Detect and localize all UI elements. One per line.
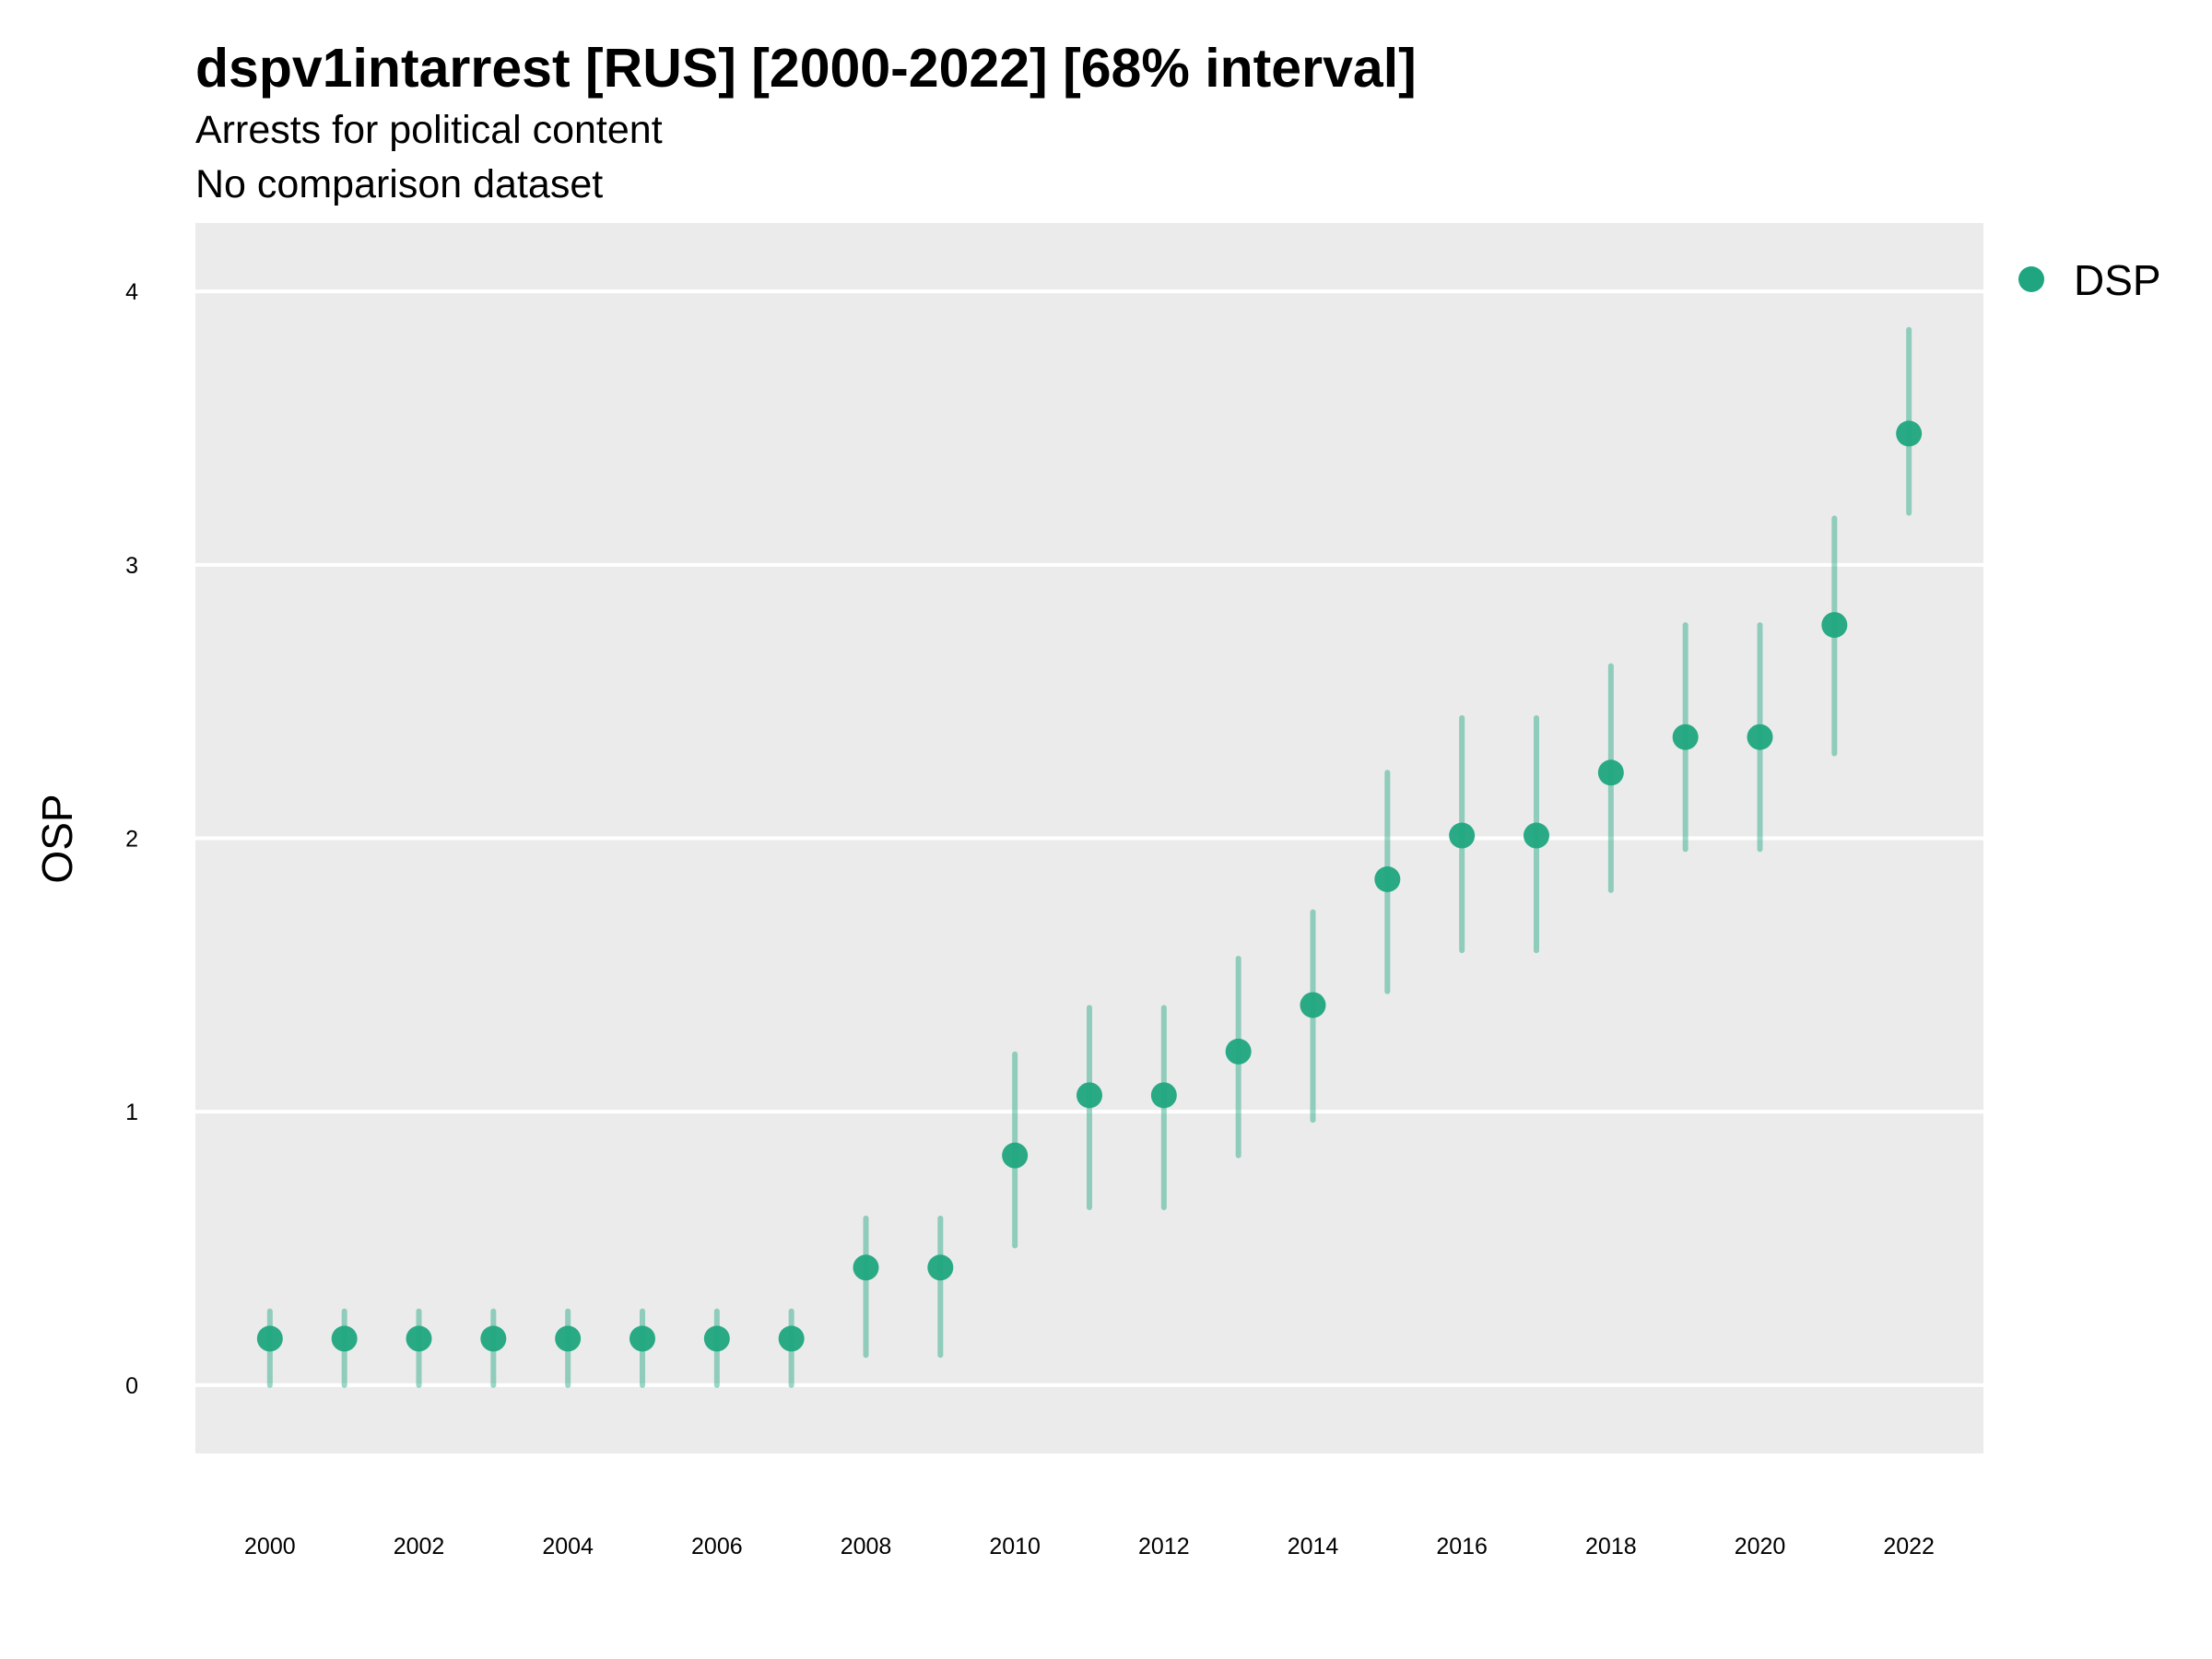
y-axis-label: OSP: [33, 794, 81, 883]
y-tick-label-4: 4: [125, 279, 138, 305]
data-point-2016[interactable]: [1449, 822, 1476, 849]
data-point-2022[interactable]: [1896, 420, 1923, 447]
data-point-2020[interactable]: [1747, 724, 1773, 750]
data-point-2018[interactable]: [1597, 759, 1624, 786]
legend-label: DSP: [2074, 256, 2161, 304]
data-point-2013[interactable]: [1225, 1038, 1252, 1065]
gridlines: [195, 289, 1983, 1387]
data-point-2006[interactable]: [703, 1325, 730, 1352]
x-axis-ticks: 2000 2002 2004 2006 2008 2010 2012 2014 2016 2018…: [244, 1534, 1935, 1559]
x-tick-label-2016: 2016: [1436, 1534, 1488, 1559]
y-tick-label-3: 3: [125, 553, 138, 579]
x-tick-label-2014: 2014: [1288, 1534, 1339, 1559]
x-tick-label-2006: 2006: [691, 1534, 743, 1559]
data-point-2017[interactable]: [1524, 822, 1549, 849]
data-point-2000[interactable]: [256, 1325, 283, 1352]
y-tick-label-1: 1: [125, 1100, 138, 1125]
legend[interactable]: DSP: [2018, 256, 2161, 304]
data-point-2021[interactable]: [1821, 612, 1848, 639]
x-tick-label-2010: 2010: [989, 1534, 1041, 1559]
y-tick-label-0: 0: [125, 1373, 138, 1399]
x-tick-label-2002: 2002: [394, 1534, 445, 1559]
y-axis-ticks: 0 1 2 3 4: [125, 279, 138, 1399]
data-point-2001[interactable]: [331, 1325, 358, 1352]
x-tick-label-2022: 2022: [1883, 1534, 1935, 1559]
data-points: [256, 420, 1923, 1352]
data-point-2008[interactable]: [853, 1254, 879, 1281]
x-tick-label-2000: 2000: [244, 1534, 296, 1559]
data-point-2002[interactable]: [406, 1325, 432, 1352]
chart-subtitle: Arrests for political content: [195, 108, 663, 152]
data-point-2003[interactable]: [480, 1325, 507, 1352]
data-point-2014[interactable]: [1300, 992, 1326, 1018]
data-point-2005[interactable]: [629, 1325, 655, 1352]
data-point-2011[interactable]: [1077, 1082, 1102, 1109]
chart-caption: No comparison dataset: [195, 162, 603, 206]
x-tick-label-2020: 2020: [1735, 1534, 1786, 1559]
data-point-2012[interactable]: [1150, 1082, 1177, 1109]
data-point-2007[interactable]: [778, 1325, 805, 1352]
data-point-2009[interactable]: [927, 1254, 954, 1281]
y-tick-label-2: 2: [125, 827, 138, 853]
legend-marker: [2018, 266, 2044, 292]
x-tick-label-2004: 2004: [542, 1534, 594, 1559]
x-tick-label-2012: 2012: [1138, 1534, 1190, 1559]
x-tick-label-2018: 2018: [1585, 1534, 1637, 1559]
data-point-2015[interactable]: [1374, 866, 1401, 892]
data-point-2019[interactable]: [1672, 724, 1699, 750]
x-tick-label-2008: 2008: [841, 1534, 892, 1559]
data-point-2010[interactable]: [1002, 1142, 1029, 1169]
data-point-2004[interactable]: [555, 1325, 582, 1352]
chart-title: dspv1intarrest [RUS] [2000-2022] [68% in…: [195, 38, 1417, 99]
